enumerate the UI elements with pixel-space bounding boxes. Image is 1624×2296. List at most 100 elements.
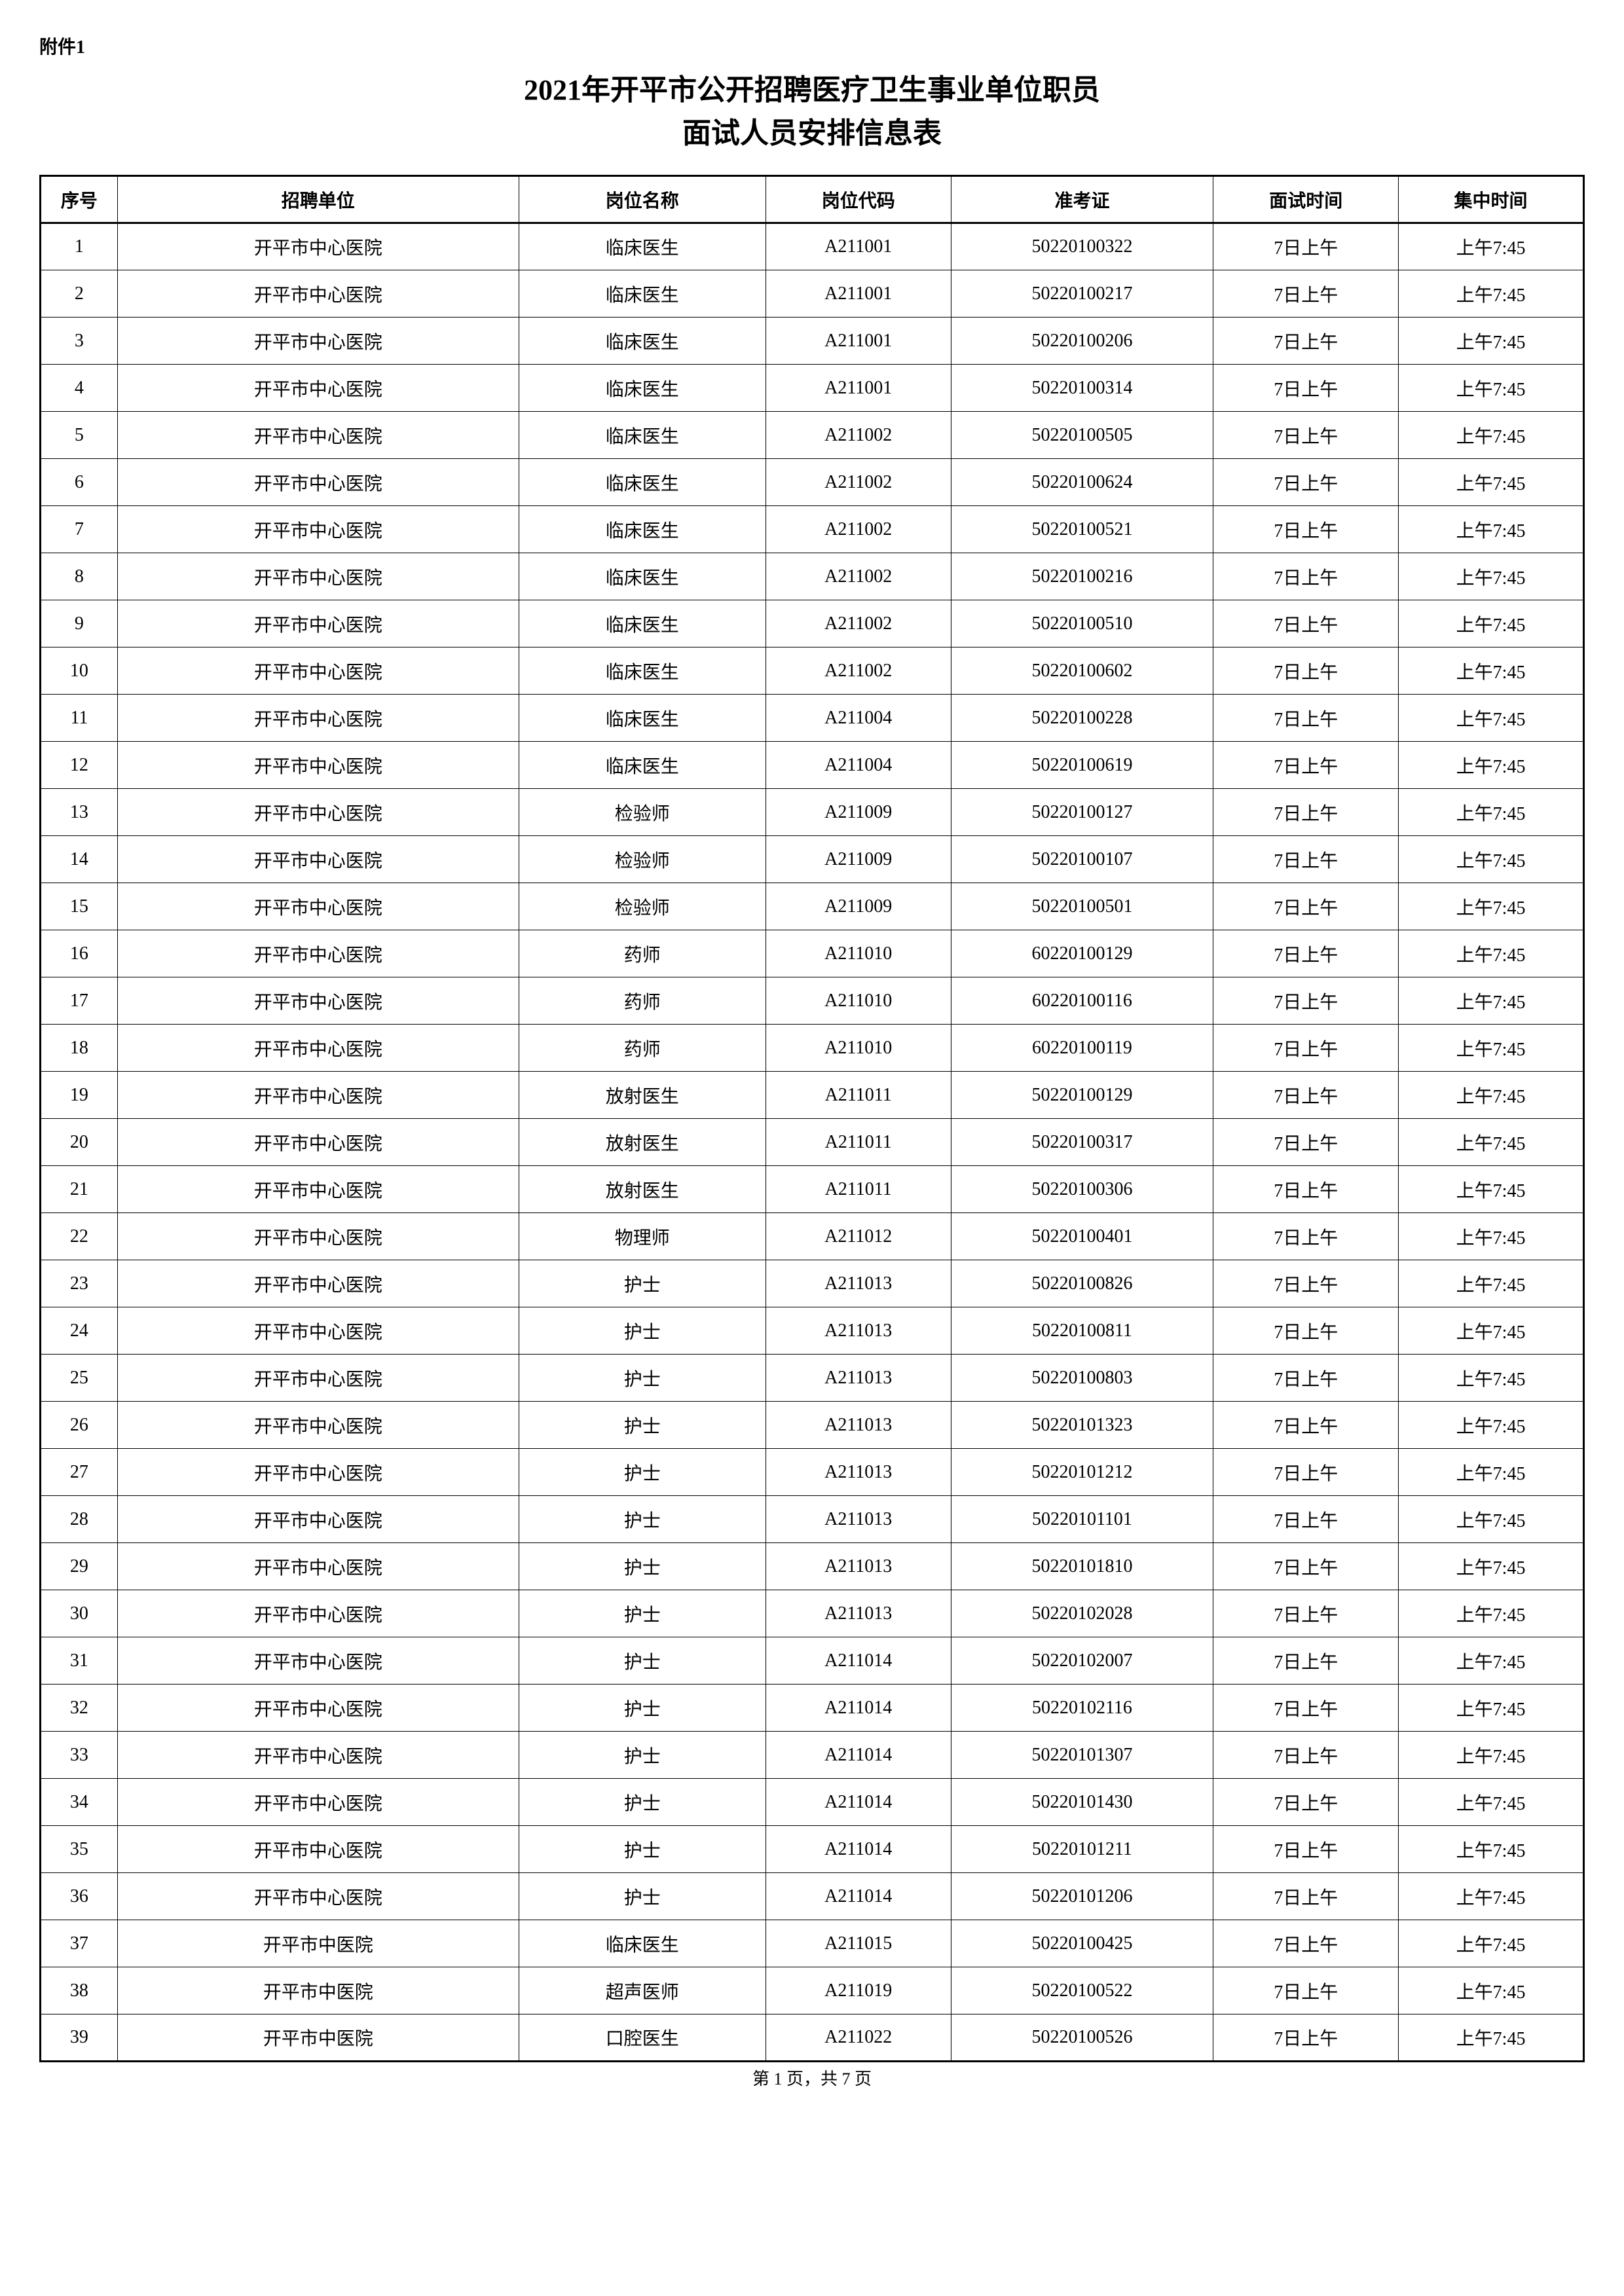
cell-seq: 17 [41, 977, 118, 1025]
cell-gather: 上午7:45 [1399, 1637, 1584, 1685]
cell-position: 护士 [519, 1260, 766, 1307]
cell-gather: 上午7:45 [1399, 1025, 1584, 1072]
cell-ticket: 50220101101 [951, 1496, 1213, 1543]
cell-interview: 7日上午 [1213, 977, 1399, 1025]
cell-gather: 上午7:45 [1399, 1213, 1584, 1260]
cell-seq: 8 [41, 553, 118, 600]
cell-gather: 上午7:45 [1399, 459, 1584, 506]
cell-code: A211013 [766, 1355, 951, 1402]
cell-gather: 上午7:45 [1399, 2014, 1584, 2062]
cell-gather: 上午7:45 [1399, 1543, 1584, 1590]
cell-gather: 上午7:45 [1399, 1402, 1584, 1449]
cell-code: A211002 [766, 600, 951, 647]
cell-unit: 开平市中心医院 [117, 1543, 519, 1590]
cell-position: 临床医生 [519, 1920, 766, 1967]
cell-ticket: 50220100425 [951, 1920, 1213, 1967]
cell-position: 检验师 [519, 836, 766, 883]
cell-interview: 7日上午 [1213, 1307, 1399, 1355]
cell-seq: 4 [41, 365, 118, 412]
table-row: 16开平市中心医院药师A211010602201001297日上午上午7:45 [41, 930, 1584, 977]
cell-ticket: 50220100129 [951, 1072, 1213, 1119]
cell-unit: 开平市中心医院 [117, 365, 519, 412]
cell-position: 药师 [519, 930, 766, 977]
table-row: 10开平市中心医院临床医生A211002502201006027日上午上午7:4… [41, 647, 1584, 695]
cell-seq: 2 [41, 270, 118, 318]
cell-seq: 23 [41, 1260, 118, 1307]
cell-position: 临床医生 [519, 742, 766, 789]
cell-gather: 上午7:45 [1399, 1779, 1584, 1826]
cell-position: 临床医生 [519, 647, 766, 695]
cell-position: 临床医生 [519, 553, 766, 600]
cell-position: 护士 [519, 1685, 766, 1732]
cell-unit: 开平市中心医院 [117, 977, 519, 1025]
cell-ticket: 50220100317 [951, 1119, 1213, 1166]
cell-seq: 5 [41, 412, 118, 459]
cell-code: A211013 [766, 1260, 951, 1307]
cell-ticket: 50220100826 [951, 1260, 1213, 1307]
cell-interview: 7日上午 [1213, 1920, 1399, 1967]
table-row: 31开平市中心医院护士A211014502201020077日上午上午7:45 [41, 1637, 1584, 1685]
cell-gather: 上午7:45 [1399, 412, 1584, 459]
header-position: 岗位名称 [519, 176, 766, 223]
cell-ticket: 50220101211 [951, 1826, 1213, 1873]
cell-code: A211011 [766, 1119, 951, 1166]
cell-ticket: 50220102116 [951, 1685, 1213, 1732]
cell-code: A211012 [766, 1213, 951, 1260]
table-row: 9开平市中心医院临床医生A211002502201005107日上午上午7:45 [41, 600, 1584, 647]
table-header-row: 序号 招聘单位 岗位名称 岗位代码 准考证 面试时间 集中时间 [41, 176, 1584, 223]
table-row: 22开平市中心医院物理师A211012502201004017日上午上午7:45 [41, 1213, 1584, 1260]
cell-unit: 开平市中心医院 [117, 647, 519, 695]
interview-schedule-table: 序号 招聘单位 岗位名称 岗位代码 准考证 面试时间 集中时间 1开平市中心医院… [39, 175, 1585, 2062]
cell-ticket: 50220100510 [951, 600, 1213, 647]
cell-ticket: 50220100624 [951, 459, 1213, 506]
table-row: 15开平市中心医院检验师A211009502201005017日上午上午7:45 [41, 883, 1584, 930]
header-code: 岗位代码 [766, 176, 951, 223]
cell-unit: 开平市中心医院 [117, 1826, 519, 1873]
cell-seq: 6 [41, 459, 118, 506]
cell-gather: 上午7:45 [1399, 270, 1584, 318]
cell-unit: 开平市中心医院 [117, 1213, 519, 1260]
table-row: 27开平市中心医院护士A211013502201012127日上午上午7:45 [41, 1449, 1584, 1496]
cell-unit: 开平市中心医院 [117, 1355, 519, 1402]
cell-interview: 7日上午 [1213, 270, 1399, 318]
cell-seq: 3 [41, 318, 118, 365]
cell-unit: 开平市中心医院 [117, 883, 519, 930]
cell-code: A211010 [766, 977, 951, 1025]
cell-ticket: 50220100217 [951, 270, 1213, 318]
cell-position: 护士 [519, 1779, 766, 1826]
cell-unit: 开平市中心医院 [117, 412, 519, 459]
cell-seq: 19 [41, 1072, 118, 1119]
title-line-1: 2021年开平市公开招聘医疗卫生事业单位职员 [39, 69, 1585, 112]
cell-unit: 开平市中心医院 [117, 1307, 519, 1355]
header-interview-time: 面试时间 [1213, 176, 1399, 223]
cell-unit: 开平市中心医院 [117, 930, 519, 977]
cell-unit: 开平市中心医院 [117, 459, 519, 506]
cell-interview: 7日上午 [1213, 600, 1399, 647]
page-title: 2021年开平市公开招聘医疗卫生事业单位职员 面试人员安排信息表 [39, 69, 1585, 155]
cell-code: A211002 [766, 412, 951, 459]
cell-position: 临床医生 [519, 318, 766, 365]
cell-code: A211002 [766, 647, 951, 695]
table-row: 12开平市中心医院临床医生A211004502201006197日上午上午7:4… [41, 742, 1584, 789]
cell-gather: 上午7:45 [1399, 600, 1584, 647]
table-row: 29开平市中心医院护士A211013502201018107日上午上午7:45 [41, 1543, 1584, 1590]
title-line-2: 面试人员安排信息表 [39, 112, 1585, 155]
header-ticket: 准考证 [951, 176, 1213, 223]
cell-gather: 上午7:45 [1399, 977, 1584, 1025]
cell-code: A211013 [766, 1543, 951, 1590]
cell-gather: 上午7:45 [1399, 1119, 1584, 1166]
cell-interview: 7日上午 [1213, 1449, 1399, 1496]
cell-position: 护士 [519, 1402, 766, 1449]
cell-position: 口腔医生 [519, 2014, 766, 2062]
cell-unit: 开平市中心医院 [117, 223, 519, 270]
table-row: 35开平市中心医院护士A211014502201012117日上午上午7:45 [41, 1826, 1584, 1873]
cell-code: A211004 [766, 742, 951, 789]
table-row: 32开平市中心医院护士A211014502201021167日上午上午7:45 [41, 1685, 1584, 1732]
table-row: 1开平市中心医院临床医生A211001502201003227日上午上午7:45 [41, 223, 1584, 270]
cell-seq: 10 [41, 647, 118, 695]
cell-ticket: 50220100228 [951, 695, 1213, 742]
cell-interview: 7日上午 [1213, 506, 1399, 553]
cell-unit: 开平市中心医院 [117, 1732, 519, 1779]
cell-seq: 1 [41, 223, 118, 270]
cell-code: A211001 [766, 365, 951, 412]
